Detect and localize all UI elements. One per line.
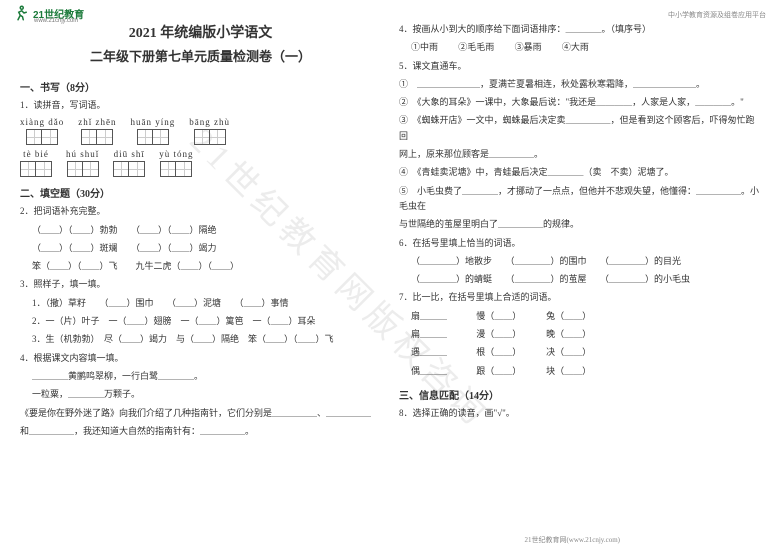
- q3-row: 3．生（机勃勃） 尽（＿＿）竭力 与（＿＿）隔绝 笨（＿＿）（＿＿）飞: [20, 332, 381, 347]
- section-2-title: 二、填空题（30分）: [20, 185, 381, 200]
- q5-row: ⑤ 小毛虫费了＿＿＿＿，才挪动了一点点，但他并不悲观失望，他懂得：＿＿＿＿＿。小…: [399, 184, 760, 215]
- section-3-title: 三、信息匹配（14分）: [399, 387, 760, 402]
- q6-row: （＿＿＿＿）的蜻蜓 （＿＿＿＿）的茧屋 （＿＿＿＿）的小毛虫: [399, 272, 760, 287]
- pinyin-block: yù tóng: [159, 149, 193, 177]
- char-grid: [20, 161, 52, 177]
- pinyin-label: yù tóng: [159, 149, 193, 159]
- q2: 2．把词语补充完整。: [20, 204, 381, 219]
- q7-cell: 扁＿＿＿: [411, 329, 447, 339]
- q4-btn: 4．按画从小到大的顺序给下面词语排序：＿＿＿＿。（填序号）: [399, 22, 760, 37]
- title-line2: 二年级下册第七单元质量检测卷（一）: [20, 46, 381, 65]
- section-1-title: 一、书写（8分）: [20, 79, 381, 94]
- pinyin-block: tè bié: [20, 149, 52, 177]
- footer-text: 21世纪教育网(www.21cnjy.com): [524, 535, 620, 545]
- q5-row: ② 《大象的耳朵》一课中，大象最后说："我还是＿＿＿＿，人家是人家，＿＿＿＿。": [399, 95, 760, 110]
- q5-row: 网上，原来那位顾客是＿＿＿＿＿。: [399, 147, 760, 162]
- q1: 1．读拼音，写词语。: [20, 98, 381, 113]
- q7-row: 偶＿＿＿ 跟（＿＿） 块（＿＿）: [399, 364, 760, 379]
- pinyin-block: huān yíng: [130, 117, 175, 145]
- q7-cell: 慢（＿＿）: [476, 311, 517, 321]
- logo-sub: www.21cnjy.com: [34, 18, 78, 24]
- pinyin-label: tè bié: [23, 149, 49, 159]
- char-grid: [81, 129, 113, 145]
- q7-row: 扇＿＿＿ 慢（＿＿） 兔（＿＿）: [399, 309, 760, 324]
- q3: 3．照样子，填一填。: [20, 277, 381, 292]
- q4-line: ＿＿＿＿黄鹂鸣翠柳，一行白鹭＿＿＿＿。: [20, 369, 381, 384]
- q7-cell: 晚（＿＿）: [546, 329, 591, 339]
- opt: ②毛毛雨: [458, 42, 494, 52]
- pinyin-block: hú shuǐ: [66, 149, 99, 177]
- char-grid: [160, 161, 192, 177]
- q7-cell: 漫（＿＿）: [476, 329, 517, 339]
- q7-row: 扁＿＿＿ 漫（＿＿） 晚（＿＿）: [399, 327, 760, 342]
- pinyin-block: diū shī: [113, 149, 145, 177]
- char-grid: [113, 161, 145, 177]
- q7-cell: 偶＿＿＿: [411, 366, 447, 376]
- runner-icon: [12, 4, 30, 22]
- q7-cell: 兔（＿＿）: [546, 311, 591, 321]
- q7-cell: 根（＿＿）: [476, 347, 517, 357]
- pinyin-row-2: tè bié hú shuǐ diū shī yù tóng: [20, 149, 381, 177]
- q7-cell: 块（＿＿）: [546, 366, 591, 376]
- q7-cell: 跟（＿＿）: [476, 366, 517, 376]
- char-grid: [194, 129, 226, 145]
- pinyin-block: xiàng dǎo: [20, 117, 64, 145]
- q5: 5．课文直通车。: [399, 59, 760, 74]
- q5-row: ④ 《青蛙卖泥塘》中，青蛙最后决定＿＿＿＿（卖 不卖）泥塘了。: [399, 165, 760, 180]
- q7-cell: 扇＿＿＿: [411, 311, 447, 321]
- q3-row: 1．（撒）草籽 （＿＿）围巾 （＿＿）泥塘 （＿＿）事情: [20, 296, 381, 311]
- opt: ①中雨: [411, 42, 438, 52]
- char-grid: [26, 129, 58, 145]
- q6: 6．在括号里填上恰当的词语。: [399, 236, 760, 251]
- q4-right-line2: 和＿＿＿＿＿，我还知道大自然的指南针有：＿＿＿＿＿。: [20, 424, 381, 439]
- q7: 7．比一比，在括号里填上合适的词语。: [399, 290, 760, 305]
- q2-row: （＿＿）（＿＿）勃勃 （＿＿）（＿＿）隔绝: [20, 223, 381, 238]
- q2-row: （＿＿）（＿＿）斑斓 （＿＿）（＿＿）竭力: [20, 241, 381, 256]
- q8: 8．选择正确的读音，画"√"。: [399, 406, 760, 421]
- pinyin-block: bāng zhù: [189, 117, 230, 145]
- q4: 4．根据课文内容填一填。: [20, 351, 381, 366]
- q5-row: ① ＿＿＿＿＿＿＿，夏满芒夏暑相连，秋处露秋寒霜降，＿＿＿＿＿＿＿。: [399, 77, 760, 92]
- pinyin-label: bāng zhù: [189, 117, 230, 127]
- q2-row: 笨（＿＿）（＿＿）飞 九牛二虎（＿＿）（＿＿）: [20, 259, 381, 274]
- q6-row: （＿＿＿＿）地散步 （＿＿＿＿）的围巾 （＿＿＿＿）的目光: [399, 254, 760, 269]
- q4-line: 一粒粟，＿＿＿＿万颗子。: [20, 387, 381, 402]
- q4-opts: ①中雨 ②毛毛雨 ③暴雨 ④大雨: [399, 40, 760, 55]
- q4-right-intro: 《要是你在野外迷了路》向我们介绍了几种指南针，它们分别是＿＿＿＿＿、＿＿＿＿＿: [20, 406, 381, 421]
- q5-row: 与世隔绝的茧屋里明白了＿＿＿＿＿的规律。: [399, 217, 760, 232]
- char-grid: [67, 161, 99, 177]
- pinyin-label: xiàng dǎo: [20, 117, 64, 127]
- pinyin-block: zhǐ zhēn: [78, 117, 116, 145]
- pinyin-label: zhǐ zhēn: [78, 117, 116, 127]
- page-body: 2021 年统编版小学语文 二年级下册第七单元质量检测卷（一） 一、书写（8分）…: [0, 0, 780, 532]
- opt: ④大雨: [562, 42, 589, 52]
- title-line1: 2021 年统编版小学语文: [20, 22, 381, 42]
- q7-cell: 遇＿＿＿: [411, 347, 447, 357]
- char-grid: [137, 129, 169, 145]
- pinyin-label: diū shī: [114, 149, 145, 159]
- q5-row: ③ 《蜘蛛开店》一文中，蜘蛛最后决定卖＿＿＿＿＿，但是看到这个顾客后，吓得匆忙跑…: [399, 113, 760, 144]
- logo: 21世纪教育 www.21cnjy.com: [12, 4, 84, 22]
- pinyin-row-1: xiàng dǎo zhǐ zhēn huān yíng bāng zhù: [20, 117, 381, 145]
- q7-cell: 决（＿＿）: [546, 347, 591, 357]
- opt: ③暴雨: [515, 42, 542, 52]
- q7-row: 遇＿＿＿ 根（＿＿） 决（＿＿）: [399, 345, 760, 360]
- pinyin-label: huān yíng: [130, 117, 175, 127]
- q3-row: 2．一（片）叶子 一（＿＿）翅膀 一（＿＿）篱笆 一（＿＿）耳朵: [20, 314, 381, 329]
- pinyin-label: hú shuǐ: [66, 149, 99, 159]
